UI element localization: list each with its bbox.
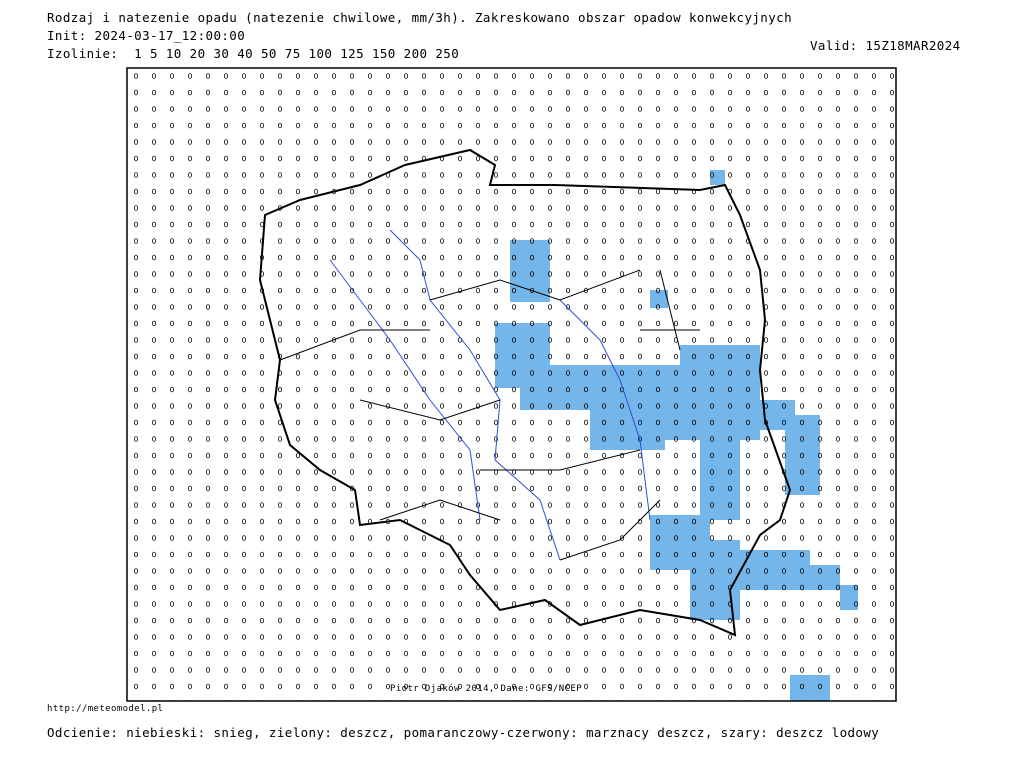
precip-grid (127, 68, 896, 701)
title: Rodzaj i natezenie opadu (natezenie chwi… (47, 10, 793, 25)
rivers (329, 229, 651, 561)
source-url: http://meteomodel.pl (47, 704, 164, 714)
country-border (258, 148, 792, 637)
credit: Piotr Djaków 2014, Dane: GFS/NCEP (390, 684, 583, 694)
isolines: Izolinie: 1 5 10 20 30 40 50 75 100 125 … (47, 46, 460, 61)
color-legend: Odcienie: niebieski: snieg, zielony: des… (47, 725, 880, 740)
regions (279, 269, 700, 561)
init-time: Init: 2024-03-17_12:00:00 (47, 28, 246, 43)
map-frame (126, 67, 897, 702)
valid-time: Valid: 15Z18MAR2024 (810, 38, 961, 53)
